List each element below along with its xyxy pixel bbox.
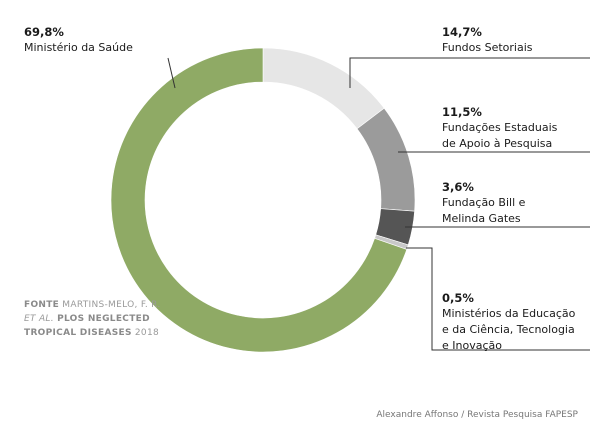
slice-pct-fundos: 14,7% (442, 25, 482, 39)
label-fundacoes-estaduais: 11,5% Fundações Estaduais de Apoio à Pes… (442, 104, 557, 152)
leader-educacao (406, 247, 590, 351)
label-fundacao-gates: 3,6% Fundação Bill e Melinda Gates (442, 179, 525, 227)
slice-fundacoes (356, 107, 416, 212)
slice-saude (110, 47, 408, 353)
slice-fundos (262, 47, 385, 130)
label-ministerio-saude: 69,8% Ministério da Saúde (24, 24, 133, 56)
credit-line: Alexandre Affonso / Revista Pesquisa FAP… (376, 410, 578, 420)
label-ministerios-educacao: 0,5% Ministérios da Educação e da Ciênci… (442, 290, 575, 354)
label-fundos-setoriais: 14,7% Fundos Setoriais (442, 24, 533, 56)
slice-name-fundos: Fundos Setoriais (442, 41, 533, 54)
slice-name-educacao: Ministérios da Educação e da Ciência, Te… (442, 307, 576, 352)
slice-pct-saude: 69,8% (24, 25, 64, 39)
slice-name-saude: Ministério da Saúde (24, 41, 133, 54)
source-note: FONTE MARTINS-MELO, F. R. ET AL. PLOS NE… (24, 298, 174, 340)
slice-pct-gates: 3,6% (442, 180, 474, 194)
leader-fundos (349, 57, 590, 88)
source-year: 2018 (134, 328, 160, 338)
leader-saude (167, 57, 176, 89)
slice-pct-fundacoes: 11,5% (442, 105, 482, 119)
source-journal: PLOS NEGLECTED TROPICAL DISEASES (24, 314, 150, 338)
source-etal: ET AL. (24, 314, 54, 324)
slice-pct-educacao: 0,5% (442, 291, 474, 305)
source-authors: MARTINS-MELO, F. R. (62, 300, 161, 310)
slice-name-gates: Fundação Bill e Melinda Gates (442, 196, 526, 225)
slice-name-fundacoes: Fundações Estaduais de Apoio à Pesquisa (442, 121, 558, 150)
source-fonte: FONTE (24, 300, 60, 310)
